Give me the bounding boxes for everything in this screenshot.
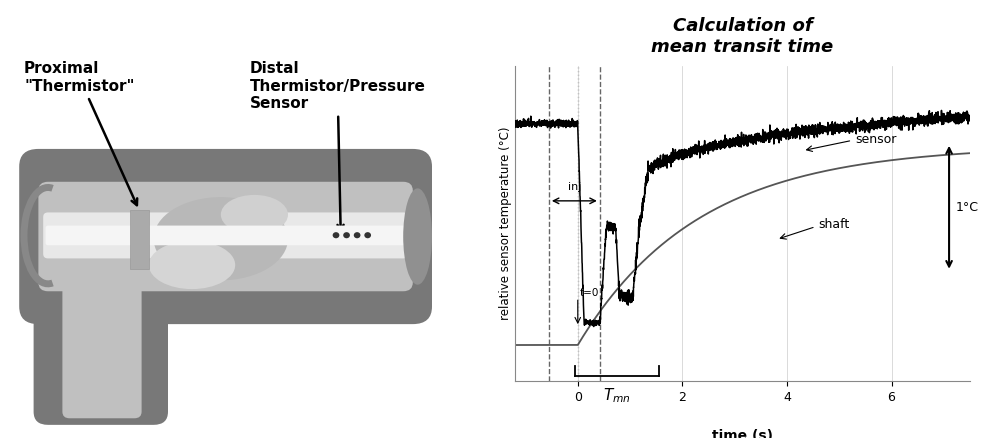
Circle shape bbox=[343, 232, 350, 238]
Text: 1°C: 1°C bbox=[955, 201, 978, 214]
FancyBboxPatch shape bbox=[19, 149, 432, 324]
Text: sensor: sensor bbox=[855, 133, 896, 145]
Text: $T_{mn}$: $T_{mn}$ bbox=[603, 386, 631, 405]
Ellipse shape bbox=[154, 197, 288, 280]
FancyBboxPatch shape bbox=[43, 212, 408, 258]
Title: Calculation of
mean transit time: Calculation of mean transit time bbox=[651, 17, 834, 56]
X-axis label: time (s): time (s) bbox=[712, 429, 773, 438]
Y-axis label: relative sensor temperature (°C): relative sensor temperature (°C) bbox=[499, 127, 512, 320]
Circle shape bbox=[364, 232, 371, 238]
Text: shaft: shaft bbox=[818, 218, 850, 230]
Text: Proximal
"Thermistor": Proximal "Thermistor" bbox=[24, 61, 137, 205]
Text: inj: inj bbox=[568, 182, 581, 192]
Bar bbox=[130, 210, 149, 269]
Circle shape bbox=[333, 232, 339, 238]
Circle shape bbox=[354, 232, 360, 238]
Text: Distal
Thermistor/Pressure
Sensor: Distal Thermistor/Pressure Sensor bbox=[250, 61, 425, 231]
FancyBboxPatch shape bbox=[34, 267, 168, 425]
Ellipse shape bbox=[403, 188, 432, 285]
Ellipse shape bbox=[149, 241, 235, 289]
FancyBboxPatch shape bbox=[62, 283, 142, 418]
Ellipse shape bbox=[221, 195, 288, 234]
FancyBboxPatch shape bbox=[38, 182, 413, 291]
FancyBboxPatch shape bbox=[46, 226, 406, 245]
Text: t=0: t=0 bbox=[579, 288, 599, 298]
